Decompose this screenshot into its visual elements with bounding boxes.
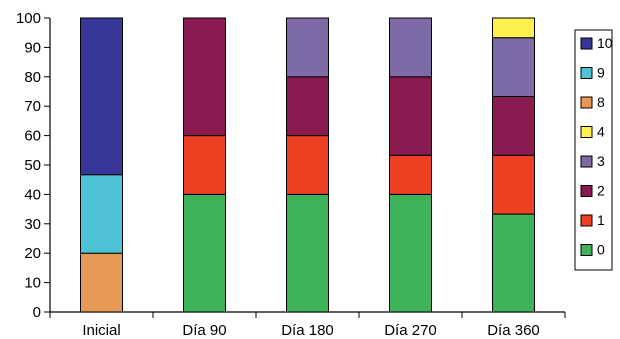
legend-label-2: 2 [597, 183, 605, 199]
bar-segment-0-2 [286, 193, 329, 313]
bar-segment-4-4 [492, 17, 535, 39]
y-tick-label: 70 [24, 98, 41, 115]
y-tick-label: 50 [24, 157, 41, 174]
bar-segment-9-0 [80, 174, 123, 254]
bar-segment-1-1 [183, 135, 226, 195]
bar-segment-0-4 [492, 213, 535, 313]
legend-swatch-10 [580, 37, 593, 50]
bar-segment-3-4 [492, 37, 535, 97]
y-tick-label: 80 [24, 69, 41, 86]
legend-swatch-9 [580, 67, 593, 79]
legend-swatch-4 [580, 126, 593, 138]
bar-segment-2-2 [286, 76, 329, 137]
y-tick-label: 0 [33, 304, 41, 321]
legend-box [574, 29, 613, 271]
bar-segment-1-3 [389, 154, 432, 195]
legend-label-3: 3 [597, 153, 605, 169]
bar-segment-3-2 [286, 17, 329, 78]
bar-segment-0-3 [389, 193, 432, 313]
legend-label-10: 10 [597, 35, 613, 51]
y-tick-label: 40 [24, 186, 41, 203]
x-tick-label: Día 360 [487, 322, 540, 339]
x-tick-label: Día 270 [384, 322, 437, 339]
bar-segment-3-3 [389, 17, 432, 78]
x-tick-label: Día 180 [281, 322, 334, 339]
bar-segment-1-4 [492, 154, 535, 215]
legend-label-1: 1 [597, 212, 605, 228]
y-tick-label: 90 [24, 39, 41, 56]
bar-segment-1-2 [286, 135, 329, 195]
x-tick-label: Día 90 [182, 322, 226, 339]
bar-segment-2-3 [389, 76, 432, 156]
legend-label-0: 0 [597, 242, 605, 258]
legend-swatch-1 [580, 214, 593, 227]
legend-label-8: 8 [597, 94, 605, 110]
bar-segment-2-1 [183, 17, 226, 137]
y-tick-label: 60 [24, 128, 41, 145]
legend-swatch-3 [580, 155, 593, 168]
legend-swatch-0 [580, 244, 593, 256]
y-tick-label: 30 [24, 216, 41, 233]
y-tick-label: 10 [24, 275, 41, 292]
axes: 0 10 20 30 40 50 60 70 80 90 100 Inicial Día 90 Día 1… [16, 10, 566, 339]
bars [80, 17, 535, 313]
x-tick-label: Inicial [82, 322, 120, 339]
bar-segment-8-0 [80, 252, 123, 313]
legend-label-9: 9 [597, 65, 605, 81]
bar-segment-2-4 [492, 95, 535, 156]
y-tick-label: 100 [16, 10, 41, 27]
legend-swatch-8 [580, 96, 593, 109]
bar-segment-10-0 [80, 17, 123, 176]
legend-swatch-2 [580, 185, 593, 197]
y-tick-label: 20 [24, 245, 41, 262]
bar-segment-0-1 [183, 193, 226, 313]
legend-label-4: 4 [597, 124, 605, 140]
